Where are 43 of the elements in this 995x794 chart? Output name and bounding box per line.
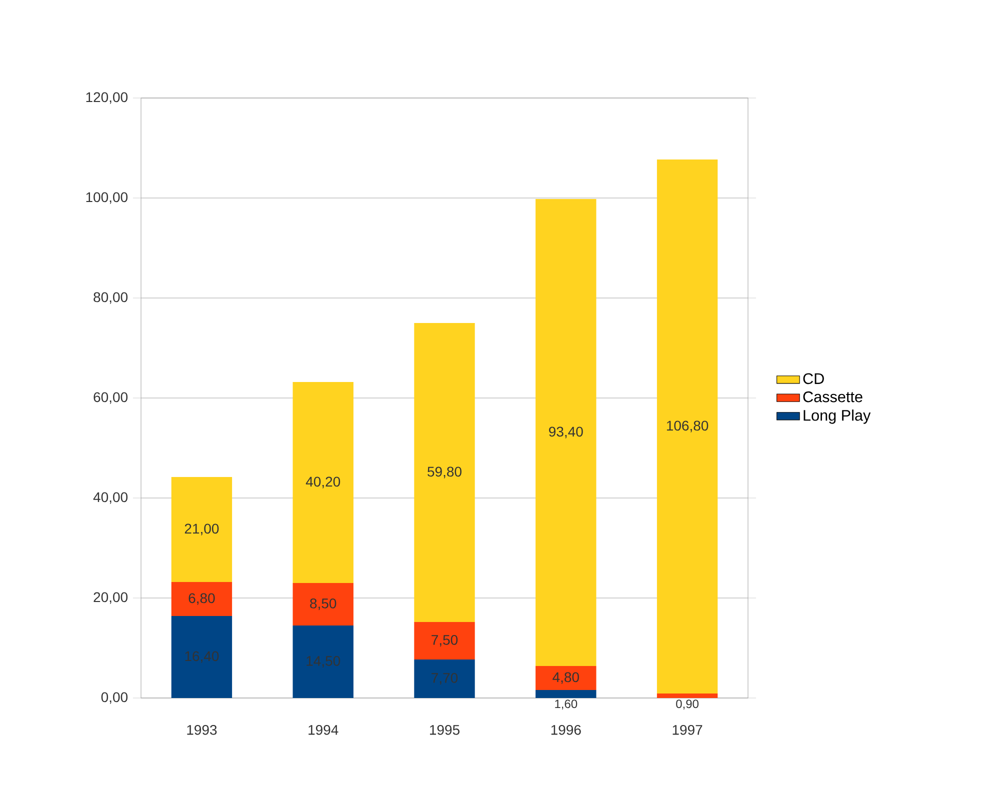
data-label: 1,60: [555, 700, 578, 710]
y-tick-label: 80,00: [94, 292, 128, 304]
legend-label: CD: [803, 373, 824, 384]
bar: [171, 616, 232, 698]
bar: [414, 660, 475, 698]
bar: [656, 159, 718, 694]
y-tick-label: 100,00: [86, 192, 128, 204]
data-label: 8,50: [310, 598, 336, 610]
data-label: 14,50: [306, 656, 340, 668]
data-label: 6,80: [188, 593, 215, 605]
bar: [656, 694, 718, 698]
y-tick-label: 40,00: [93, 492, 128, 504]
data-label: 16,40: [185, 651, 219, 663]
data-label: 7,50: [432, 634, 458, 647]
y-tick-label: 0,00: [101, 692, 128, 704]
bar: [414, 622, 475, 660]
x-tick-label: 1996: [551, 724, 581, 735]
x-tick-label: 1994: [308, 724, 338, 735]
y-tick-label: 60,00: [94, 392, 128, 404]
legend-label: Cassette: [803, 391, 862, 402]
x-tick-label: 1997: [672, 724, 702, 735]
y-tick-label: 120,00: [86, 92, 128, 104]
legend-label: Long Play: [804, 410, 871, 424]
data-label: 7,70: [432, 672, 458, 685]
bar: [171, 582, 232, 616]
data-label: 21,00: [184, 524, 219, 536]
data-label: 106,80: [666, 420, 708, 432]
bar: [536, 666, 596, 690]
y-tick-label: 20,00: [94, 592, 128, 604]
x-tick-label: 1995: [430, 724, 460, 735]
bar: [536, 690, 596, 698]
x-tick-label: 1993: [187, 724, 217, 735]
bar: [292, 626, 354, 698]
data-label: 40,20: [306, 476, 340, 488]
bar: [292, 382, 354, 583]
data-label: 4,80: [552, 672, 579, 684]
bar: [292, 582, 354, 626]
data-label: 0,90: [676, 700, 699, 710]
bar: [171, 476, 232, 582]
bar: [414, 322, 475, 622]
data-label: 59,80: [428, 466, 462, 478]
bar: [536, 198, 596, 666]
data-label: 93,40: [549, 426, 583, 438]
